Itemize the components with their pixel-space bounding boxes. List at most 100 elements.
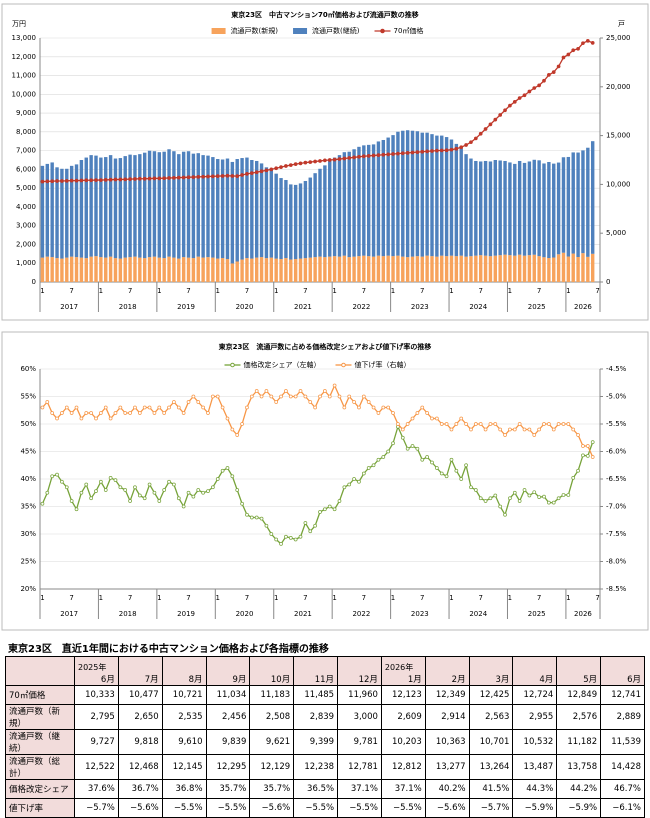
year-label: 2020 — [236, 303, 254, 311]
bar — [50, 162, 54, 258]
bar — [303, 258, 308, 282]
bar — [556, 254, 561, 282]
x-tick-label: 1 — [508, 594, 512, 602]
bar — [410, 256, 415, 282]
x-tick-label: 7 — [362, 594, 366, 602]
bar — [571, 253, 575, 282]
table-cell: 10,532 — [512, 729, 558, 755]
bar — [440, 255, 444, 282]
header-cell: 11月 — [293, 656, 339, 686]
table-cell: 12,741 — [600, 685, 645, 705]
point — [284, 389, 288, 393]
point — [537, 427, 541, 432]
bar — [177, 154, 181, 259]
bar — [245, 258, 249, 282]
bar — [138, 257, 142, 282]
point — [152, 411, 157, 415]
table-cell: 10,477 — [117, 685, 163, 705]
header-cell: 5月 — [556, 656, 602, 686]
header-month: 2月 — [451, 675, 466, 685]
point — [566, 52, 571, 57]
point — [571, 476, 576, 480]
point — [293, 537, 298, 542]
bar — [449, 255, 454, 282]
table-cell: 13,277 — [424, 754, 470, 780]
bar — [293, 259, 298, 282]
bar — [45, 163, 50, 257]
table-row: 値下げ率 −5.7% −5.6% −5.5% −5.5% −5.6% −5.5% −5.5% −… — [5, 798, 645, 818]
table-cell: 12,781 — [337, 754, 382, 780]
point — [483, 427, 488, 432]
bar — [181, 257, 186, 282]
bar — [118, 258, 123, 282]
table-cell: 2,576 — [556, 704, 602, 730]
point — [371, 463, 376, 468]
bar — [517, 254, 522, 282]
y-tick-label: 9,000 — [16, 109, 36, 117]
table-cell: −5.6% — [249, 798, 295, 818]
table-cell: 11,183 — [249, 685, 295, 705]
point — [45, 179, 50, 184]
bar — [211, 257, 215, 282]
table-cell: 12,724 — [512, 685, 558, 705]
bar — [225, 259, 230, 282]
bar — [113, 258, 118, 282]
point — [196, 488, 201, 492]
table-cell: 2,955 — [512, 704, 558, 730]
x-tick-label: 1 — [391, 287, 395, 295]
point — [99, 411, 103, 415]
table-cell: −5.7% — [74, 798, 119, 818]
point — [425, 411, 429, 415]
table-cell: 40.2% — [424, 779, 470, 799]
bar — [401, 256, 405, 282]
point — [347, 156, 352, 160]
y2-tick-label: 5,000 — [606, 229, 626, 237]
y2-axis-label: 戸 — [618, 20, 625, 28]
y-tick-label: 11,000 — [12, 72, 37, 80]
bar — [517, 160, 522, 255]
point — [396, 151, 400, 156]
header-cell: 3月 — [468, 656, 514, 686]
point — [318, 510, 322, 514]
point — [337, 157, 342, 161]
table-cell: 9,727 — [74, 729, 119, 755]
point — [444, 422, 449, 426]
point — [225, 466, 230, 470]
bar — [415, 256, 420, 282]
bar — [376, 255, 381, 282]
point — [371, 405, 376, 410]
bar — [274, 173, 278, 259]
table-title: 東京23区 直近1年間における中古マンション価格および各指標の推移 — [8, 644, 329, 655]
table-cell: 2,456 — [205, 704, 251, 730]
bar — [586, 256, 590, 282]
table-cell: 36.7% — [117, 779, 163, 799]
point — [405, 446, 410, 451]
bar — [284, 180, 288, 259]
point — [483, 127, 488, 131]
x-tick-label: 1 — [449, 594, 453, 602]
point — [269, 532, 274, 536]
point — [298, 389, 303, 393]
point — [532, 433, 537, 437]
bar — [347, 257, 351, 282]
header-year: 2026年 — [384, 663, 414, 672]
point — [366, 466, 371, 470]
point — [464, 422, 468, 426]
year-label: 2023 — [411, 303, 429, 311]
point — [352, 400, 356, 404]
point — [308, 160, 313, 164]
point — [425, 455, 429, 459]
bar — [590, 141, 595, 254]
row-label: 流通戸数（継続） — [5, 729, 75, 755]
bar — [552, 257, 556, 282]
point — [527, 89, 532, 94]
point — [585, 38, 590, 43]
y2-tick-label: -7.0% — [606, 503, 627, 511]
point — [94, 416, 98, 421]
legend-label: 値下げ率（右軸） — [355, 360, 411, 369]
point — [478, 131, 483, 136]
point — [532, 490, 537, 495]
point — [464, 463, 468, 468]
bar — [488, 161, 493, 257]
